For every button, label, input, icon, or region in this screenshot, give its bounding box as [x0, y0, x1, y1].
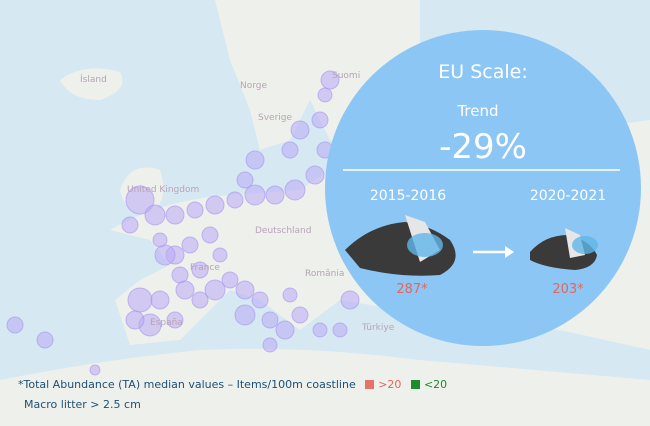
site-bubble	[305, 165, 325, 185]
site-bubble	[281, 141, 299, 159]
site-bubble	[282, 287, 298, 303]
site-bubble	[317, 87, 333, 103]
site-bubble	[201, 226, 219, 244]
site-bubble	[127, 287, 153, 313]
site-bubble	[89, 364, 101, 376]
map-label: España	[150, 318, 183, 328]
site-bubble	[36, 331, 54, 349]
trend-value: -29%	[439, 127, 527, 167]
footnote-text: *Total Abundance (TA) median values – It…	[18, 378, 356, 391]
site-bubble	[290, 120, 310, 140]
site-bubble	[226, 191, 244, 209]
site-bubble	[205, 195, 225, 215]
map-label: Deutschland	[255, 226, 311, 236]
site-bubble	[236, 171, 254, 189]
site-bubble	[125, 310, 145, 330]
site-bubble	[262, 337, 278, 353]
site-bubble	[291, 306, 309, 324]
period-value: 203*	[552, 282, 584, 297]
site-bubble	[165, 205, 185, 225]
site-bubble	[251, 291, 269, 309]
legend-label: >20	[378, 378, 402, 391]
site-bubble	[221, 271, 239, 289]
site-bubble	[6, 316, 24, 334]
map-label: Suomi	[332, 71, 360, 81]
legend-swatch	[365, 380, 375, 389]
site-bubble	[144, 204, 166, 226]
site-bubble	[125, 185, 155, 215]
litter-icon	[530, 228, 598, 270]
map-label: Sverige	[258, 113, 292, 123]
period-value: 287*	[396, 282, 428, 297]
site-bubble	[244, 184, 266, 206]
map-label: Norge	[240, 81, 267, 91]
bubbles	[6, 70, 360, 376]
map-label: Ísland	[80, 73, 107, 85]
footnote: *Total Abundance (TA) median values – It…	[18, 378, 447, 391]
site-bubble	[212, 247, 228, 263]
site-bubble	[150, 290, 170, 310]
site-bubble	[320, 70, 340, 90]
map-label: France	[190, 263, 220, 273]
site-bubble	[186, 201, 204, 219]
site-bubble	[181, 236, 199, 254]
footnote: Macro litter > 2.5 cm	[24, 398, 141, 411]
site-bubble	[166, 311, 184, 329]
site-bubble	[175, 280, 195, 300]
site-bubble	[245, 150, 265, 170]
site-bubble	[234, 304, 256, 326]
site-bubble	[265, 185, 285, 205]
map-label: United Kingdom	[127, 185, 199, 195]
site-bubble	[121, 216, 139, 234]
period-label: 2020-2021	[530, 188, 606, 204]
site-bubble	[154, 244, 176, 266]
site-bubble	[311, 111, 329, 129]
legend-swatch	[410, 380, 420, 389]
site-bubble	[312, 322, 328, 338]
site-bubble	[191, 261, 209, 279]
site-bubble	[332, 322, 348, 338]
site-bubble	[275, 320, 295, 340]
trend-label: Trend	[456, 102, 498, 120]
period-label: 2015-2016	[370, 188, 446, 204]
site-bubble	[152, 232, 168, 248]
panel-title: EU Scale:	[438, 61, 527, 83]
site-bubble	[261, 311, 279, 329]
litter-icon	[345, 215, 456, 276]
site-bubble	[204, 279, 226, 301]
site-bubble	[235, 280, 255, 300]
site-bubble	[340, 290, 360, 310]
site-bubble	[191, 291, 209, 309]
site-bubble	[284, 179, 306, 201]
map-label: Türkiye	[361, 323, 395, 333]
legend-label: <20	[423, 378, 448, 391]
arrow-head	[505, 246, 514, 258]
map-label: România	[305, 269, 344, 279]
